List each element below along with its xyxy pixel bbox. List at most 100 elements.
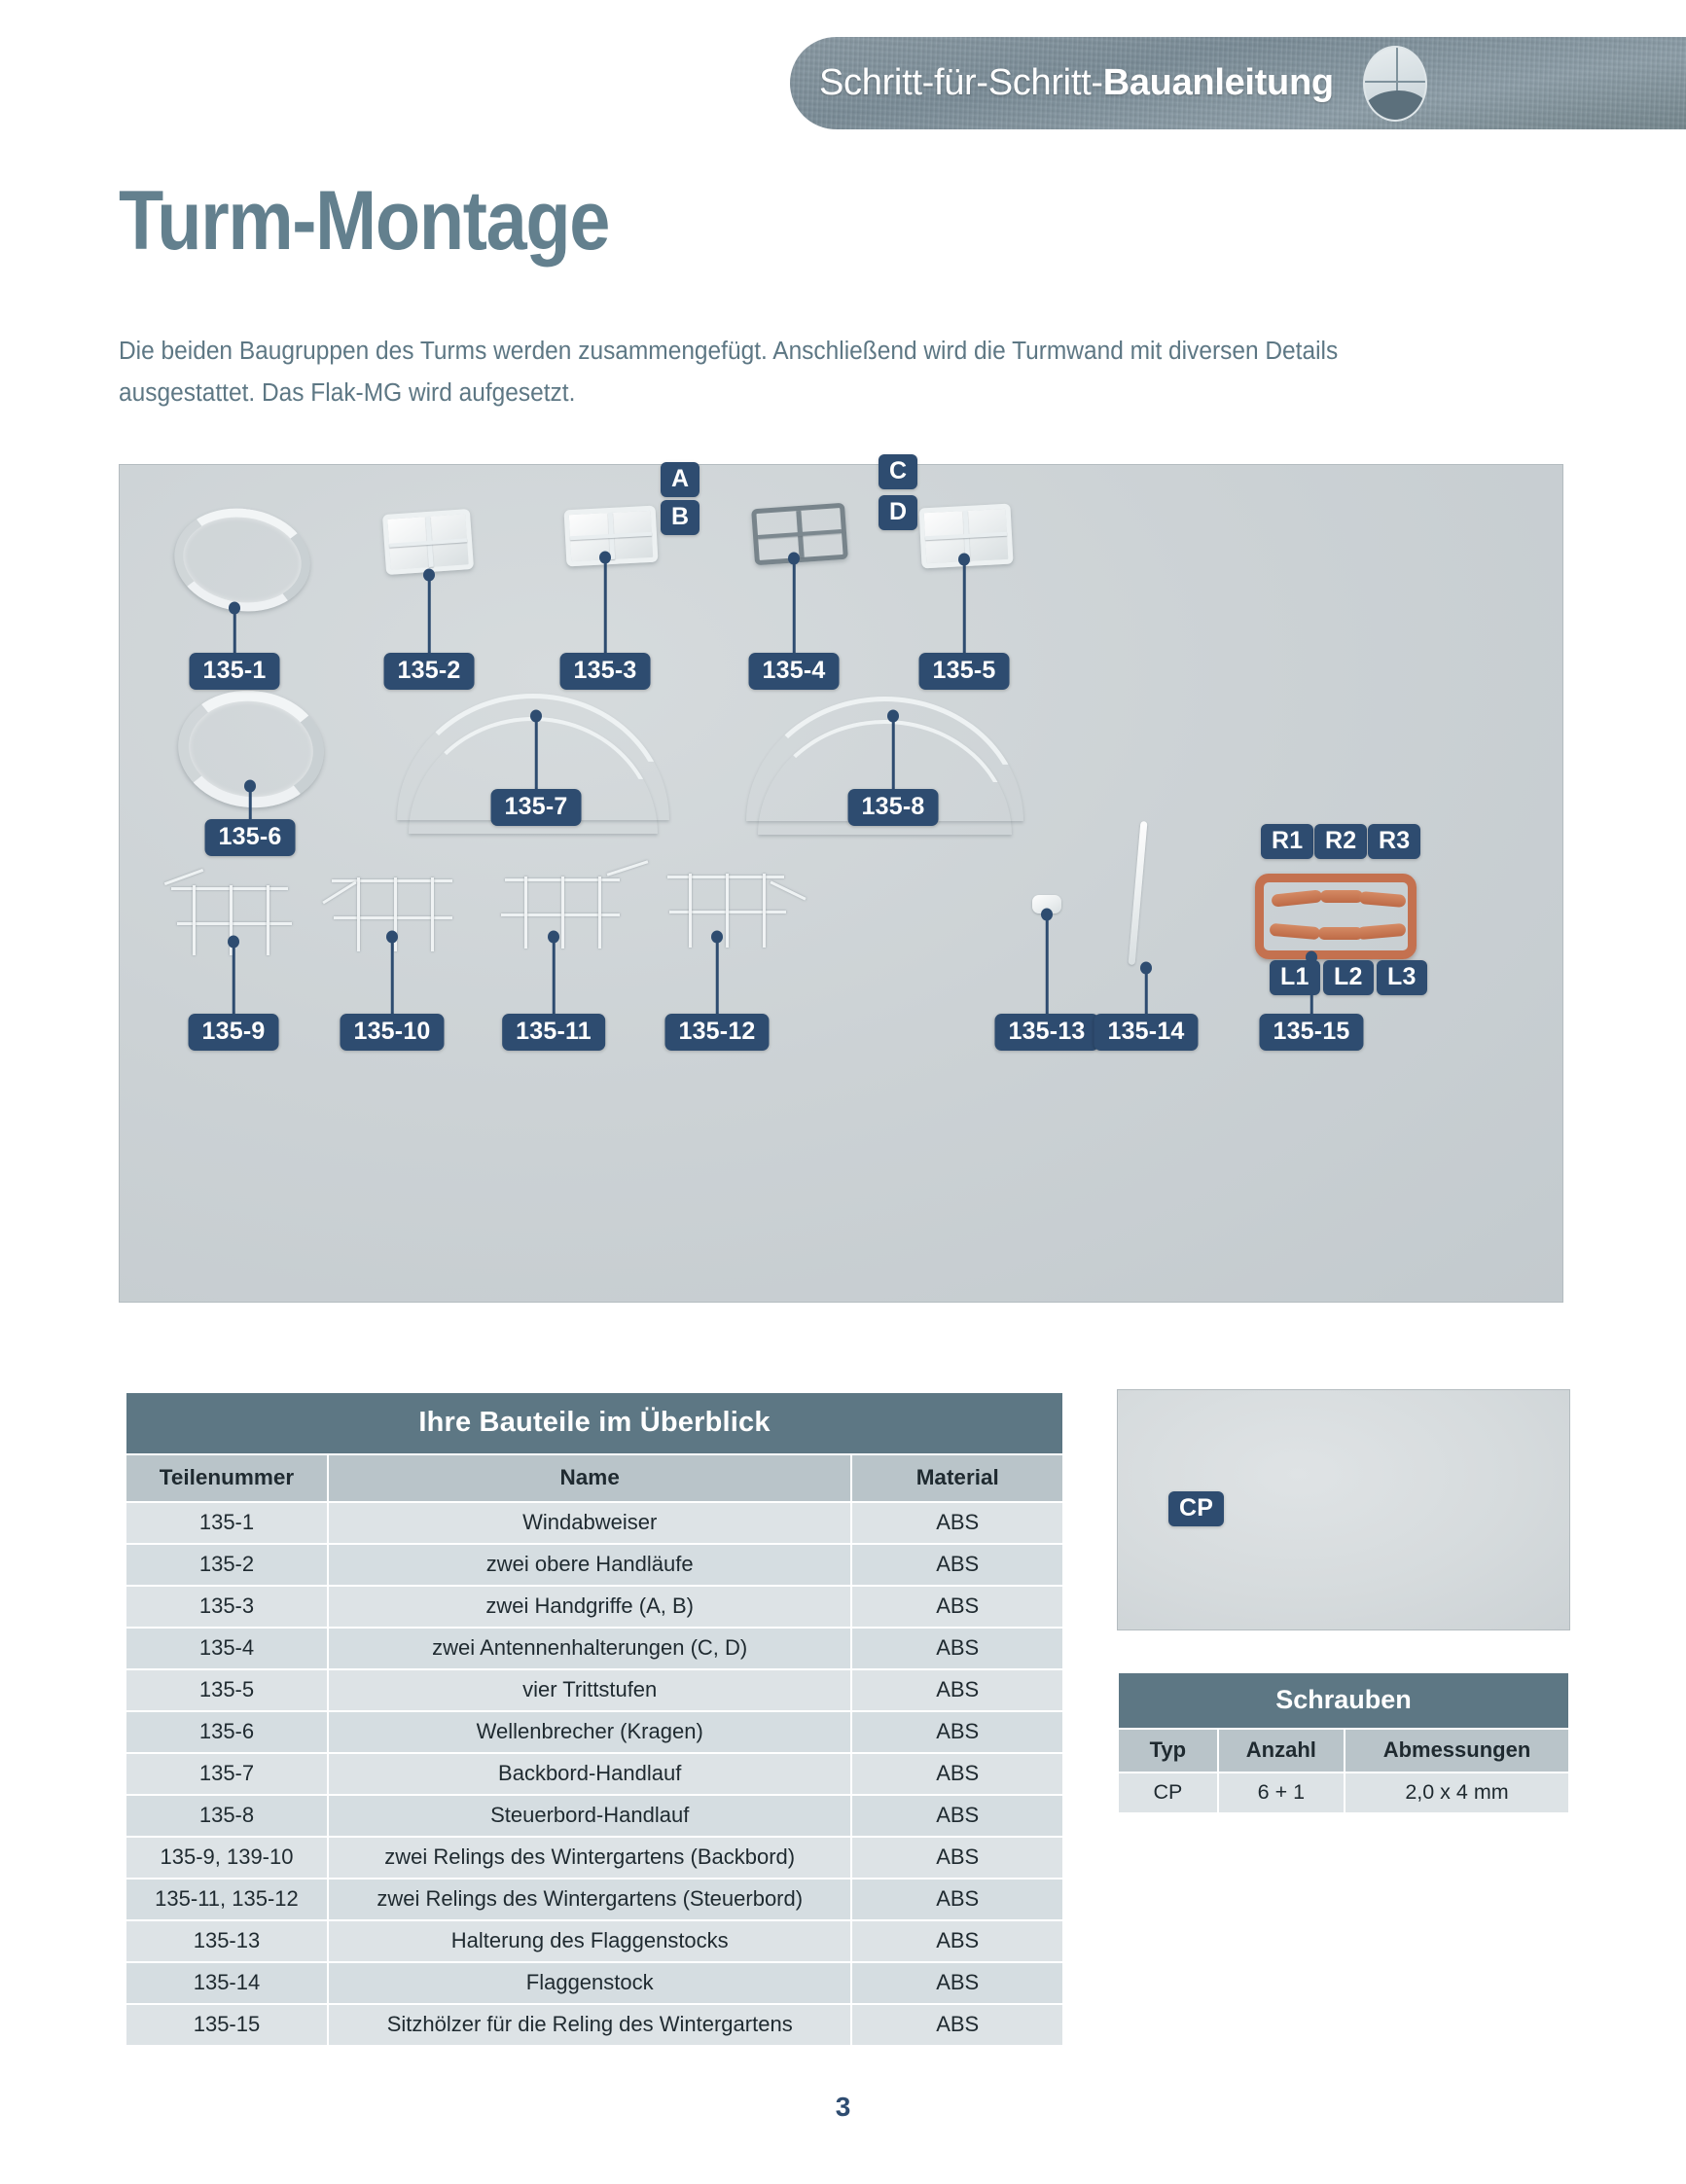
part-image-135-1 — [167, 499, 317, 621]
parts-photo: A B C D R1 R2 R3 L1 L2 L3 135-1 135-2 13… — [119, 454, 1563, 1303]
part-material: ABS — [852, 2005, 1062, 2045]
callout-135-4: 135-4 — [748, 653, 840, 690]
leader-line-135-6 — [248, 786, 252, 821]
part-image-135-4 — [751, 502, 848, 566]
leader-line-135-15 — [1309, 957, 1313, 1016]
part-number: 135-3 — [126, 1587, 327, 1627]
leader-line-135-8 — [891, 716, 895, 791]
part-number: 135-7 — [126, 1754, 327, 1794]
table-row: 135-2 zwei obere Handläufe ABS — [126, 1545, 1062, 1585]
screws-table: Schrauben Typ Anzahl Abmessungen CP 6 + … — [1117, 1671, 1570, 1814]
letter-badge-l3: L3 — [1377, 960, 1427, 995]
table-row: 135-1 Windabweiser ABS — [126, 1503, 1062, 1543]
table-row: 135-4 zwei Antennenhalterungen (C, D) AB… — [126, 1629, 1062, 1668]
part-number: 135-14 — [126, 1963, 327, 2003]
part-number: 135-6 — [126, 1712, 327, 1752]
callout-135-14: 135-14 — [1094, 1014, 1199, 1051]
part-name: Flaggenstock — [328, 1963, 851, 2003]
part-material: ABS — [852, 1587, 1062, 1627]
leader-line-135-1 — [233, 608, 236, 655]
screws-col-header-dimensions: Abmessungen — [1345, 1730, 1568, 1772]
leader-line-135-12 — [715, 937, 719, 1016]
leader-line-135-2 — [427, 575, 431, 655]
leader-line-135-5 — [962, 559, 966, 655]
part-material: ABS — [852, 1712, 1062, 1752]
table-row: 135-3 zwei Handgriffe (A, B) ABS — [126, 1587, 1062, 1627]
callout-135-7: 135-7 — [490, 789, 582, 826]
screw-type: CP — [1119, 1773, 1217, 1812]
part-material: ABS — [852, 1880, 1062, 1919]
part-material: ABS — [852, 1838, 1062, 1878]
letter-badge-b: B — [661, 500, 700, 535]
part-material: ABS — [852, 1629, 1062, 1668]
callout-135-9: 135-9 — [188, 1014, 279, 1051]
table-row: 135-7 Backbord-Handlauf ABS — [126, 1754, 1062, 1794]
screws-badge-cp: CP — [1168, 1491, 1225, 1526]
part-material: ABS — [852, 1921, 1062, 1961]
part-name: Sitzhölzer für die Reling des Wintergart… — [328, 2005, 851, 2045]
parts-col-header-material: Material — [852, 1455, 1062, 1501]
page-number: 3 — [835, 2092, 851, 2122]
part-number: 135-2 — [126, 1545, 327, 1585]
leader-line-135-4 — [792, 558, 796, 655]
part-number: 135-9, 139-10 — [126, 1838, 327, 1878]
callout-135-1: 135-1 — [189, 653, 280, 690]
table-row: 135-14 Flaggenstock ABS — [126, 1963, 1062, 2003]
part-image-135-12 — [660, 858, 807, 959]
part-name: Halterung des Flaggenstocks — [328, 1921, 851, 1961]
letter-badge-l2: L2 — [1323, 960, 1374, 995]
table-row: 135-13 Halterung des Flaggenstocks ABS — [126, 1921, 1062, 1961]
part-name: Windabweiser — [328, 1503, 851, 1543]
screw-dimensions: 2,0 x 4 mm — [1345, 1773, 1568, 1812]
part-material: ABS — [852, 1503, 1062, 1543]
part-image-135-15 — [1255, 874, 1417, 959]
part-name: Steuerbord-Handlauf — [328, 1796, 851, 1836]
parts-overview-table: Ihre Bauteile im Überblick Teilenummer N… — [125, 1391, 1064, 2047]
table-row: 135-15 Sitzhölzer für die Reling des Win… — [126, 2005, 1062, 2045]
callout-135-11: 135-11 — [502, 1014, 605, 1051]
letter-badge-r1: R1 — [1261, 824, 1314, 859]
callout-135-8: 135-8 — [847, 789, 939, 826]
part-material: ABS — [852, 1796, 1062, 1836]
part-image-135-11 — [497, 859, 649, 960]
part-material: ABS — [852, 1754, 1062, 1794]
part-name: Wellenbrecher (Kragen) — [328, 1712, 851, 1752]
part-image-135-10 — [322, 862, 465, 961]
part-number: 135-13 — [126, 1921, 327, 1961]
callout-135-12: 135-12 — [664, 1014, 770, 1051]
part-number: 135-4 — [126, 1629, 327, 1668]
table-row: 135-11, 135-12 zwei Relings des Winterga… — [126, 1880, 1062, 1919]
part-name: zwei obere Handläufe — [328, 1545, 851, 1585]
part-number: 135-8 — [126, 1796, 327, 1836]
part-material: ABS — [852, 1545, 1062, 1585]
part-number: 135-11, 135-12 — [126, 1880, 327, 1919]
part-image-135-2 — [381, 508, 475, 576]
part-name: zwei Handgriffe (A, B) — [328, 1587, 851, 1627]
part-number: 135-5 — [126, 1670, 327, 1710]
page-title: Turm-Montage — [119, 174, 610, 268]
periscope-circle-icon — [1359, 40, 1431, 127]
screw-count: 6 + 1 — [1218, 1773, 1344, 1812]
table-row: CP 6 + 1 2,0 x 4 mm — [1119, 1773, 1568, 1812]
leader-line-135-9 — [232, 942, 235, 1016]
table-row: 135-5 vier Trittstufen ABS — [126, 1670, 1062, 1710]
screws-col-header-count: Anzahl — [1218, 1730, 1344, 1772]
leader-line-135-13 — [1045, 914, 1049, 1016]
part-name: Backbord-Handlauf — [328, 1754, 851, 1794]
intro-paragraph: Die beiden Baugruppen des Turms werden z… — [119, 338, 1339, 407]
leader-line-135-3 — [603, 557, 607, 655]
table-row: 135-8 Steuerbord-Handlauf ABS — [126, 1796, 1062, 1836]
callout-135-6: 135-6 — [204, 819, 296, 856]
header-title-bold: Bauanleitung — [1102, 62, 1334, 103]
callout-135-13: 135-13 — [994, 1014, 1099, 1051]
screws-photo: CP — [1117, 1389, 1570, 1630]
screws-col-header-type: Typ — [1119, 1730, 1217, 1772]
parts-table-title: Ihre Bauteile im Überblick — [126, 1393, 1062, 1453]
part-number: 135-1 — [126, 1503, 327, 1543]
leader-line-135-7 — [534, 716, 538, 791]
letter-badge-r2: R2 — [1314, 824, 1368, 859]
callout-135-3: 135-3 — [559, 653, 651, 690]
screws-table-title: Schrauben — [1119, 1673, 1568, 1728]
part-number: 135-15 — [126, 2005, 327, 2045]
leader-line-135-11 — [552, 937, 556, 1016]
